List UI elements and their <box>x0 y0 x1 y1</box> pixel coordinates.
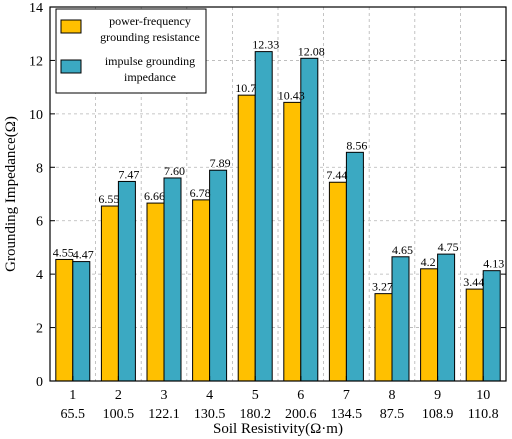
x-tick-label: 6 <box>297 388 304 403</box>
y-axis-ticks: 0 2 4 6 8 10 12 14 <box>29 1 506 390</box>
bar-series-2 <box>345 151 364 382</box>
data-label-series-2: 4.47 <box>73 248 94 262</box>
bar-series-2 <box>482 270 501 382</box>
bar-series-1 <box>100 205 119 382</box>
x-tick-label: 8 <box>389 388 396 403</box>
x-tick-label: 2 <box>115 388 122 403</box>
y-tick-label: 14 <box>29 1 43 16</box>
data-label-series-1: 3.27 <box>372 280 393 294</box>
bars <box>55 51 501 382</box>
legend-label-series-2: impulse grounding <box>105 54 195 68</box>
legend-swatch-series-1 <box>60 19 82 34</box>
bar-series-2 <box>209 169 228 382</box>
data-label-series-1: 10.7 <box>235 81 256 95</box>
data-label-series-1: 4.2 <box>421 255 436 269</box>
x-tick-label: 5 <box>252 388 259 403</box>
bar-series-2 <box>437 253 456 382</box>
bar-series-1 <box>55 258 74 382</box>
y-axis-title: Grounding Impedance(Ω) <box>3 116 19 272</box>
legend-swatch-series-2 <box>60 59 82 74</box>
x-tick-label-resistivity: 200.6 <box>285 407 317 422</box>
x-tick-label-resistivity: 65.5 <box>61 407 86 422</box>
data-label-series-2: 7.47 <box>118 167 139 181</box>
x-tick-label-resistivity: 122.1 <box>148 407 180 422</box>
x-axis-ticks: 1 65.5 2 100.5 3 122.1 4 130.5 5 180.2 6 200.6 7 134.… <box>61 376 499 422</box>
x-tick-label: 10 <box>476 388 490 403</box>
y-tick-label: 0 <box>36 375 43 390</box>
data-label-series-1: 6.78 <box>190 186 211 200</box>
data-label-series-2: 8.56 <box>346 138 367 152</box>
bar-series-1 <box>237 94 256 382</box>
data-label-series-2: 7.89 <box>210 156 231 170</box>
data-label-series-1: 3.44 <box>463 275 484 289</box>
y-tick-label: 6 <box>36 215 43 230</box>
data-label-series-2: 12.33 <box>252 38 279 52</box>
data-label-series-1: 6.55 <box>98 192 119 206</box>
x-tick-label: 4 <box>206 388 213 403</box>
legend-label-series-1: grounding resistance <box>100 30 200 44</box>
bar-series-1 <box>328 181 347 382</box>
y-tick-label: 10 <box>29 108 43 123</box>
x-axis-title: Soil Resistivity(Ω·m) <box>213 421 343 437</box>
data-label-series-1: 6.66 <box>144 189 165 203</box>
x-tick-label: 1 <box>69 388 76 403</box>
bar-series-1 <box>420 268 439 382</box>
y-tick-label: 12 <box>29 54 43 69</box>
data-label-series-1: 4.55 <box>53 245 74 259</box>
y-tick-label: 2 <box>36 322 43 337</box>
bar-series-1 <box>374 293 393 382</box>
bar-series-2 <box>391 256 410 382</box>
bar-series-2 <box>72 261 91 382</box>
x-tick-label: 9 <box>434 388 441 403</box>
bar-series-2 <box>163 177 182 382</box>
plot-border <box>49 6 507 382</box>
bar-series-1 <box>465 288 484 382</box>
bar-series-2 <box>300 57 319 382</box>
y-tick-label: 4 <box>36 268 43 283</box>
bar-series-1 <box>192 199 211 382</box>
data-label-series-2: 4.65 <box>392 243 413 257</box>
legend-label-series-2: impedance <box>124 70 176 84</box>
x-tick-label-resistivity: 180.2 <box>239 407 271 422</box>
data-labels: 4.55 6.55 6.66 6.78 10.7 10.43 7.44 3.27 4.2 3.44… <box>53 38 504 294</box>
x-tick-label-resistivity: 100.5 <box>103 407 135 422</box>
x-tick-label-resistivity: 130.5 <box>194 407 226 422</box>
x-tick-label-resistivity: 87.5 <box>380 407 405 422</box>
bar-series-2 <box>117 180 136 382</box>
data-label-series-2: 12.08 <box>298 44 325 58</box>
y-tick-label: 8 <box>36 161 43 176</box>
data-label-series-2: 7.60 <box>164 164 185 178</box>
x-tick-label-resistivity: 108.9 <box>422 407 454 422</box>
data-label-series-2: 4.13 <box>483 257 504 271</box>
bar-series-1 <box>283 101 302 382</box>
x-tick-label: 3 <box>161 388 168 403</box>
data-label-series-2: 4.75 <box>438 240 459 254</box>
plot-frame <box>49 6 507 382</box>
x-tick-label-resistivity: 110.8 <box>468 407 499 422</box>
legend-label-series-1: power-frequency <box>109 14 191 28</box>
data-label-series-1: 7.44 <box>326 168 347 182</box>
data-label-series-1: 10.43 <box>278 88 305 102</box>
x-tick-label-resistivity: 134.5 <box>331 407 363 422</box>
x-tick-label: 7 <box>343 388 350 403</box>
bar-series-1 <box>146 202 165 382</box>
legend: power-frequency grounding resistance impul… <box>55 8 207 94</box>
bar-series-2 <box>254 51 273 382</box>
